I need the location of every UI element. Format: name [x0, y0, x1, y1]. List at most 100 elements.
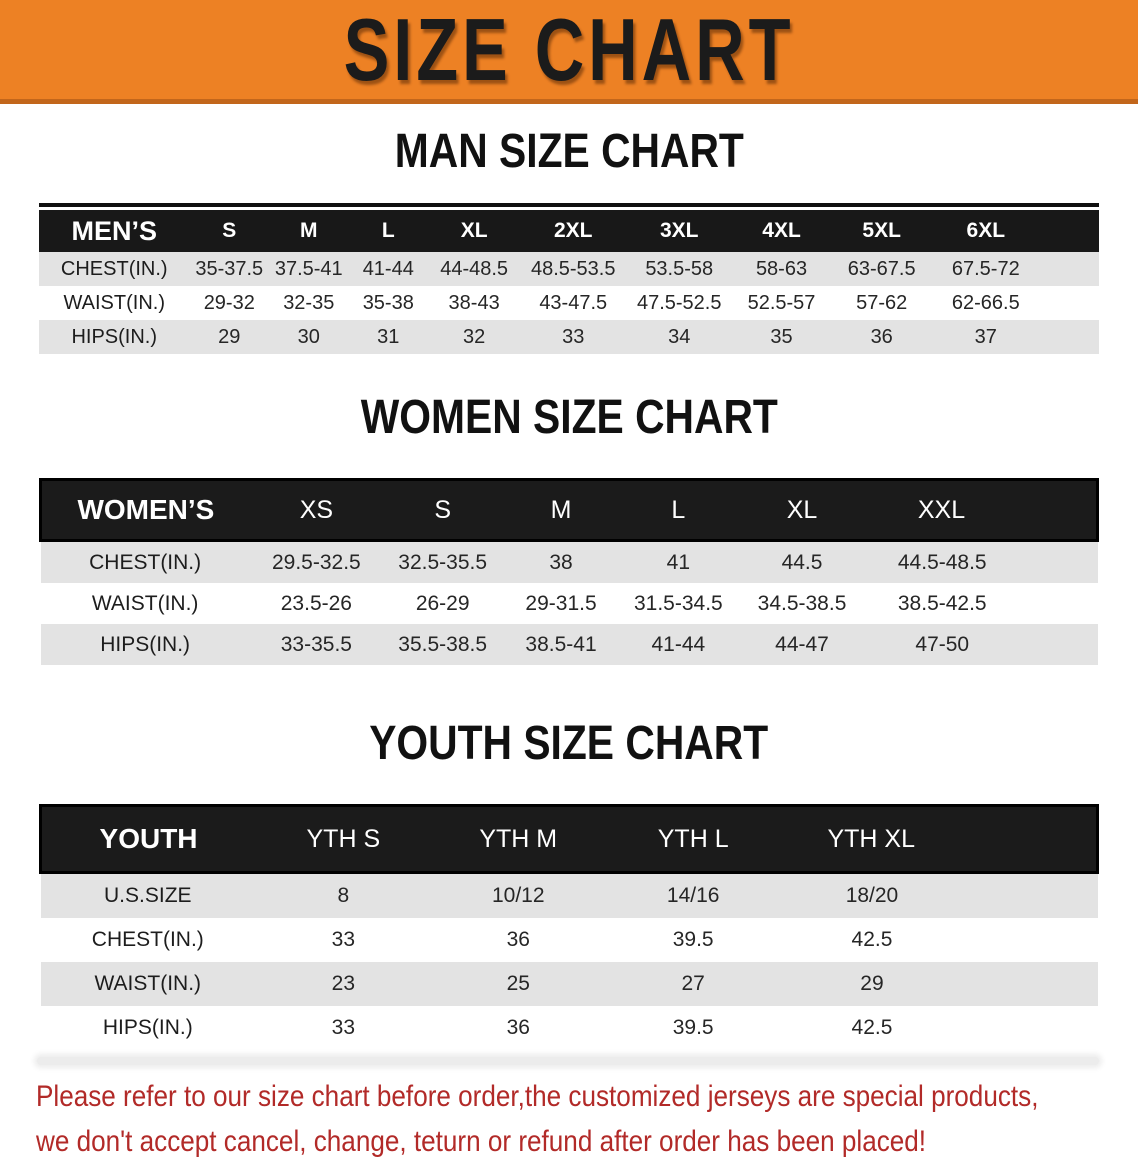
mens-table-wrap: MEN’S S M L XL 2XL 3XL 4XL 5XL 6XL CHEST(IN.) 35-3…	[39, 203, 1099, 354]
size-value: 41-44	[348, 252, 429, 286]
measurement-row: HIPS(IN.) 29 30 31 32 33 34 35 36 37	[39, 320, 1099, 354]
page-title: SIZE CHART	[343, 0, 795, 99]
size-value: 44.5	[737, 540, 868, 583]
measurement-row: CHEST(IN.) 29.5-32.5 32.5-35.5 38 41 44.5 44.5…	[40, 540, 1098, 583]
row-label: CHEST(IN.)	[40, 918, 256, 962]
size-column-header: L	[348, 210, 429, 252]
youth-section: YOUTH SIZE CHART YOUTH YTH S YTH M YTH L YTH…	[0, 720, 1138, 1050]
size-value: 38.5-42.5	[867, 583, 1098, 624]
size-value: 25	[431, 962, 605, 1006]
size-value: 27	[604, 962, 782, 1006]
row-label: CHEST(IN.)	[39, 252, 190, 286]
size-value: 31.5-34.5	[619, 583, 738, 624]
mens-header-row: MEN’S S M L XL 2XL 3XL 4XL 5XL 6XL	[39, 210, 1099, 252]
womens-size-table: WOMEN’S XS S M L XL XXL CHEST(IN.) 29.5-32.5 32.…	[38, 478, 1100, 665]
size-column-header: 6XL	[932, 210, 1099, 252]
size-value: 30	[269, 320, 349, 354]
mens-section-heading: MAN SIZE CHART	[0, 128, 1138, 187]
size-value: 41	[619, 540, 738, 583]
row-label: HIPS(IN.)	[40, 1006, 256, 1050]
size-column-header: XL	[737, 478, 868, 542]
disclaimer-row-2: we don't accept cancel, change, teturn o…	[36, 1119, 1138, 1164]
size-column-header: XS	[249, 478, 383, 542]
womens-section: WOMEN SIZE CHART WOMEN’S XS S M L XL XXL CHEST…	[0, 394, 1138, 665]
size-value: 33	[520, 320, 627, 354]
youth-header-row: YOUTH YTH S YTH M YTH L YTH XL	[39, 804, 1100, 874]
size-value: 44-47	[737, 624, 868, 665]
size-column-header: 4XL	[732, 210, 831, 252]
size-value: 26-29	[382, 583, 503, 624]
measurement-row: HIPS(IN.) 33-35.5 35.5-38.5 38.5-41 41-44 44-…	[40, 624, 1098, 665]
measurement-row: CHEST(IN.) 35-37.5 37.5-41 41-44 44-48.5 48.5…	[39, 252, 1099, 286]
size-value: 32	[428, 320, 521, 354]
size-column-header: XL	[428, 210, 521, 252]
row-label: WAIST(IN.)	[39, 286, 190, 320]
womens-table-wrap: WOMEN’S XS S M L XL XXL CHEST(IN.) 29.5-32.5 32.…	[38, 478, 1100, 665]
mens-size-table: MEN’S S M L XL 2XL 3XL 4XL 5XL 6XL CHEST(IN.) 35-3…	[39, 210, 1099, 354]
disclaimer: Please refer to our size chart before or…	[36, 1074, 1138, 1164]
size-column-header: YTH XL	[781, 804, 1100, 874]
size-value: 29	[781, 962, 1098, 1006]
womens-header-row: WOMEN’S XS S M L XL XXL	[38, 478, 1100, 542]
size-value: 32-35	[269, 286, 349, 320]
measurement-row: U.S.SIZE 8 10/12 14/16 18/20	[40, 872, 1098, 918]
table-corner-label: YOUTH	[39, 804, 256, 874]
mens-section-heading-text: MAN SIZE CHART	[394, 125, 744, 178]
size-column-header: 5XL	[830, 210, 933, 252]
youth-size-table: YOUTH YTH S YTH M YTH L YTH XL U.S.SIZE 8 10/1…	[39, 804, 1100, 1050]
womens-section-heading: WOMEN SIZE CHART	[0, 394, 1138, 453]
size-value: 23.5-26	[249, 583, 383, 624]
row-label: HIPS(IN.)	[39, 320, 190, 354]
size-value: 37	[932, 320, 1099, 354]
row-label: CHEST(IN.)	[40, 540, 250, 583]
row-label: WAIST(IN.)	[40, 583, 250, 624]
size-value: 29-32	[189, 286, 270, 320]
size-column-header: YTH L	[604, 804, 782, 874]
womens-section-heading-text: WOMEN SIZE CHART	[360, 391, 778, 444]
size-value: 67.5-72	[932, 252, 1099, 286]
size-value: 58-63	[732, 252, 831, 286]
measurement-row: WAIST(IN.) 23 25 27 29	[40, 962, 1098, 1006]
size-value: 38	[502, 540, 620, 583]
size-value: 10/12	[431, 872, 605, 918]
size-value: 34	[626, 320, 733, 354]
size-value: 47.5-52.5	[626, 286, 733, 320]
size-value: 37.5-41	[269, 252, 349, 286]
size-value: 29.5-32.5	[249, 540, 383, 583]
disclaimer-line-1: Please refer to our size chart before or…	[36, 1080, 1039, 1113]
size-chart-banner: SIZE CHART	[0, 0, 1138, 104]
size-value: 23	[255, 962, 432, 1006]
size-value: 63-67.5	[830, 252, 933, 286]
youth-table-wrap: YOUTH YTH S YTH M YTH L YTH XL U.S.SIZE 8 10/1…	[39, 804, 1100, 1050]
table-bottom-shadow	[37, 1057, 1099, 1065]
size-value: 39.5	[604, 1006, 782, 1050]
size-value: 29-31.5	[502, 583, 620, 624]
size-column-header: M	[502, 478, 620, 542]
size-value: 42.5	[781, 918, 1098, 962]
size-value: 33	[255, 1006, 432, 1050]
measurement-row: WAIST(IN.) 23.5-26 26-29 29-31.5 31.5-34.5 34…	[40, 583, 1098, 624]
size-value: 38-43	[428, 286, 521, 320]
size-column-header: 2XL	[520, 210, 627, 252]
mens-section: MAN SIZE CHART MEN’S S M L XL 2XL 3XL 4XL 5XL 6XL…	[0, 128, 1138, 354]
size-value: 35-38	[348, 286, 429, 320]
disclaimer-row-1: Please refer to our size chart before or…	[36, 1074, 1138, 1119]
row-label: U.S.SIZE	[40, 872, 256, 918]
table-corner-label: WOMEN’S	[38, 478, 250, 542]
size-value: 33	[255, 918, 432, 962]
size-value: 43-47.5	[520, 286, 627, 320]
size-value: 8	[255, 872, 432, 918]
size-value: 39.5	[604, 918, 782, 962]
size-column-header: S	[382, 478, 503, 542]
row-label: WAIST(IN.)	[40, 962, 256, 1006]
size-column-header: YTH M	[431, 804, 605, 874]
youth-section-heading-text: YOUTH SIZE CHART	[369, 717, 769, 770]
size-value: 52.5-57	[732, 286, 831, 320]
size-value: 48.5-53.5	[520, 252, 627, 286]
disclaimer-line-2: we don't accept cancel, change, teturn o…	[36, 1125, 927, 1158]
size-value: 29	[189, 320, 270, 354]
size-value: 32.5-35.5	[382, 540, 503, 583]
size-value: 44-48.5	[428, 252, 521, 286]
size-column-header: 3XL	[626, 210, 733, 252]
size-value: 62-66.5	[932, 286, 1099, 320]
